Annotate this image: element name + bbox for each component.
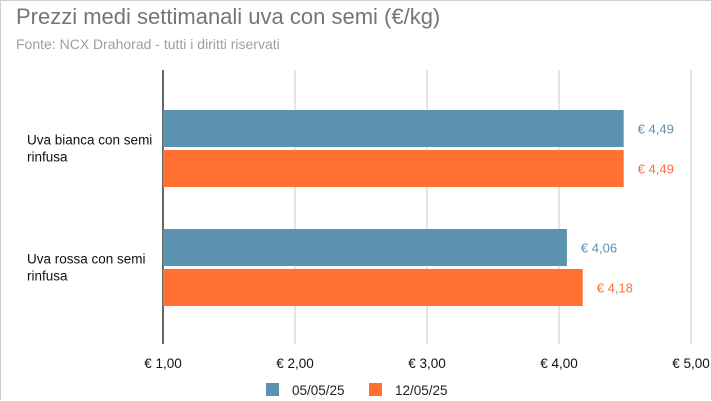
bar	[163, 110, 624, 147]
legend-swatch	[266, 383, 279, 396]
data-label: € 4,49	[638, 122, 674, 137]
data-label: € 4,18	[597, 281, 633, 296]
bar	[163, 229, 567, 266]
data-label: € 4,49	[638, 162, 674, 177]
chart-title: Prezzi medi settimanali uva con semi (€/…	[16, 4, 441, 29]
bar	[163, 150, 624, 187]
chart-subtitle: Fonte: NCX Drahorad - tutti i diritti ri…	[16, 36, 280, 52]
x-tick-label: € 1,00	[144, 356, 182, 371]
category-label: Uva rossa con semi rinfusa	[27, 252, 146, 284]
legend-swatch	[369, 383, 382, 396]
data-label: € 4,06	[581, 241, 617, 256]
legend-label: 05/05/25	[292, 383, 345, 398]
x-tick-label: € 4,00	[540, 356, 578, 371]
bar	[163, 269, 583, 306]
category-label: Uva bianca con semi rinfusa	[27, 133, 152, 165]
legend: 05/05/25 12/05/25	[266, 383, 448, 398]
legend-label: 12/05/25	[395, 383, 448, 398]
x-tick-label: € 5,00	[672, 356, 710, 371]
labels: € 1,00 € 2,00 € 3,00 € 4,00 € 5,00 € 4,49 € 4,…	[27, 122, 710, 372]
x-tick-label: € 3,00	[408, 356, 446, 371]
x-tick-label: € 2,00	[276, 356, 314, 371]
bars	[163, 110, 624, 306]
